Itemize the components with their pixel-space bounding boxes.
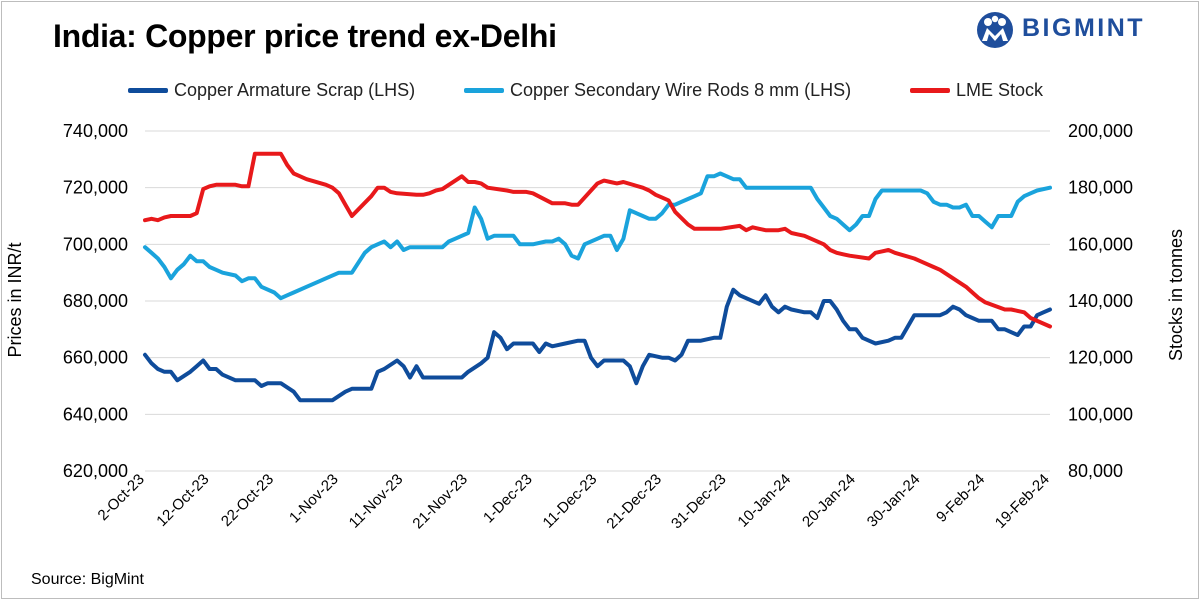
chart-title: India: Copper price trend ex-Delhi [53, 18, 557, 54]
y-tick-label: 680,000 [63, 291, 128, 311]
series-lines [143, 151, 1052, 403]
y-tick-label: 700,000 [63, 234, 128, 254]
series-line-armature [143, 287, 1052, 403]
legend-swatch-wire-rods [464, 88, 504, 93]
x-tick-label: 11-Dec-23 [540, 471, 601, 532]
y2-tick-label: 180,000 [1068, 178, 1133, 198]
legend-label-armature: Copper Armature Scrap (LHS) [174, 80, 416, 100]
x-tick-label: 1-Nov-23 [286, 471, 342, 527]
y-tick-label: 660,000 [63, 348, 128, 368]
x-tick-label: 21-Nov-23 [409, 471, 471, 533]
x-tick-label: 12-Oct-23 [153, 471, 212, 530]
x-axis-ticks: 2-Oct-23 12-Oct-23 22-Oct-23 1-Nov-23 11-Nov… [95, 471, 1053, 533]
x-tick-label: 22-Oct-23 [218, 471, 277, 530]
legend-swatch-lme [910, 88, 950, 93]
x-tick-label: 30-Jan-24 [864, 471, 924, 531]
x-tick-label: 11-Nov-23 [346, 471, 407, 532]
y-tick-label: 640,000 [63, 404, 128, 424]
x-tick-label: 10-Jan-24 [734, 471, 794, 531]
x-tick-label: 21-Dec-23 [603, 471, 665, 533]
y-tick-label: 740,000 [63, 121, 128, 141]
y2-tick-label: 140,000 [1068, 291, 1133, 311]
right-axis-ticks: 80,000 100,000 120,000 140,000 160,000 180,00… [1068, 121, 1133, 481]
x-tick-label: 1-Dec-23 [480, 471, 536, 527]
right-axis-label: Stocks in tonnes [1166, 229, 1186, 361]
y-tick-label: 720,000 [63, 178, 128, 198]
y2-tick-label: 160,000 [1068, 234, 1133, 254]
source-note: Source: BigMint [31, 571, 144, 588]
y2-tick-label: 100,000 [1068, 404, 1133, 424]
legend-item-lme: LME Stock [910, 80, 1043, 101]
gridlines [145, 130, 1050, 472]
x-tick-label: 9-Feb-24 [933, 471, 988, 526]
left-axis-ticks: 620,000 640,000 660,000 680,000 700,000 720,0… [63, 121, 128, 481]
bigmint-logo [977, 12, 1013, 48]
x-tick-label: 31-Dec-23 [668, 471, 730, 533]
y-tick-label: 620,000 [63, 461, 128, 481]
legend-swatch-armature [128, 88, 168, 93]
y2-tick-label: 80,000 [1068, 461, 1123, 481]
series-line-wire-rods [143, 171, 1052, 301]
logo-wordmark: BIGMINT [1022, 14, 1146, 42]
series-line-lme [143, 151, 1052, 329]
legend-item-armature: Copper Armature Scrap (LHS) [128, 80, 415, 101]
x-tick-label: 19-Feb-24 [992, 471, 1053, 532]
legend-label-lme: LME Stock [956, 80, 1044, 100]
legend-item-wire-rods: Copper Secondary Wire Rods 8 mm (LHS) [464, 80, 851, 101]
x-tick-label: 20-Jan-24 [799, 471, 859, 531]
y2-tick-label: 200,000 [1068, 121, 1133, 141]
y2-tick-label: 120,000 [1068, 348, 1133, 368]
left-axis-label: Prices in INR/t [5, 242, 25, 357]
legend-label-wire-rods: Copper Secondary Wire Rods 8 mm (LHS) [510, 80, 852, 100]
